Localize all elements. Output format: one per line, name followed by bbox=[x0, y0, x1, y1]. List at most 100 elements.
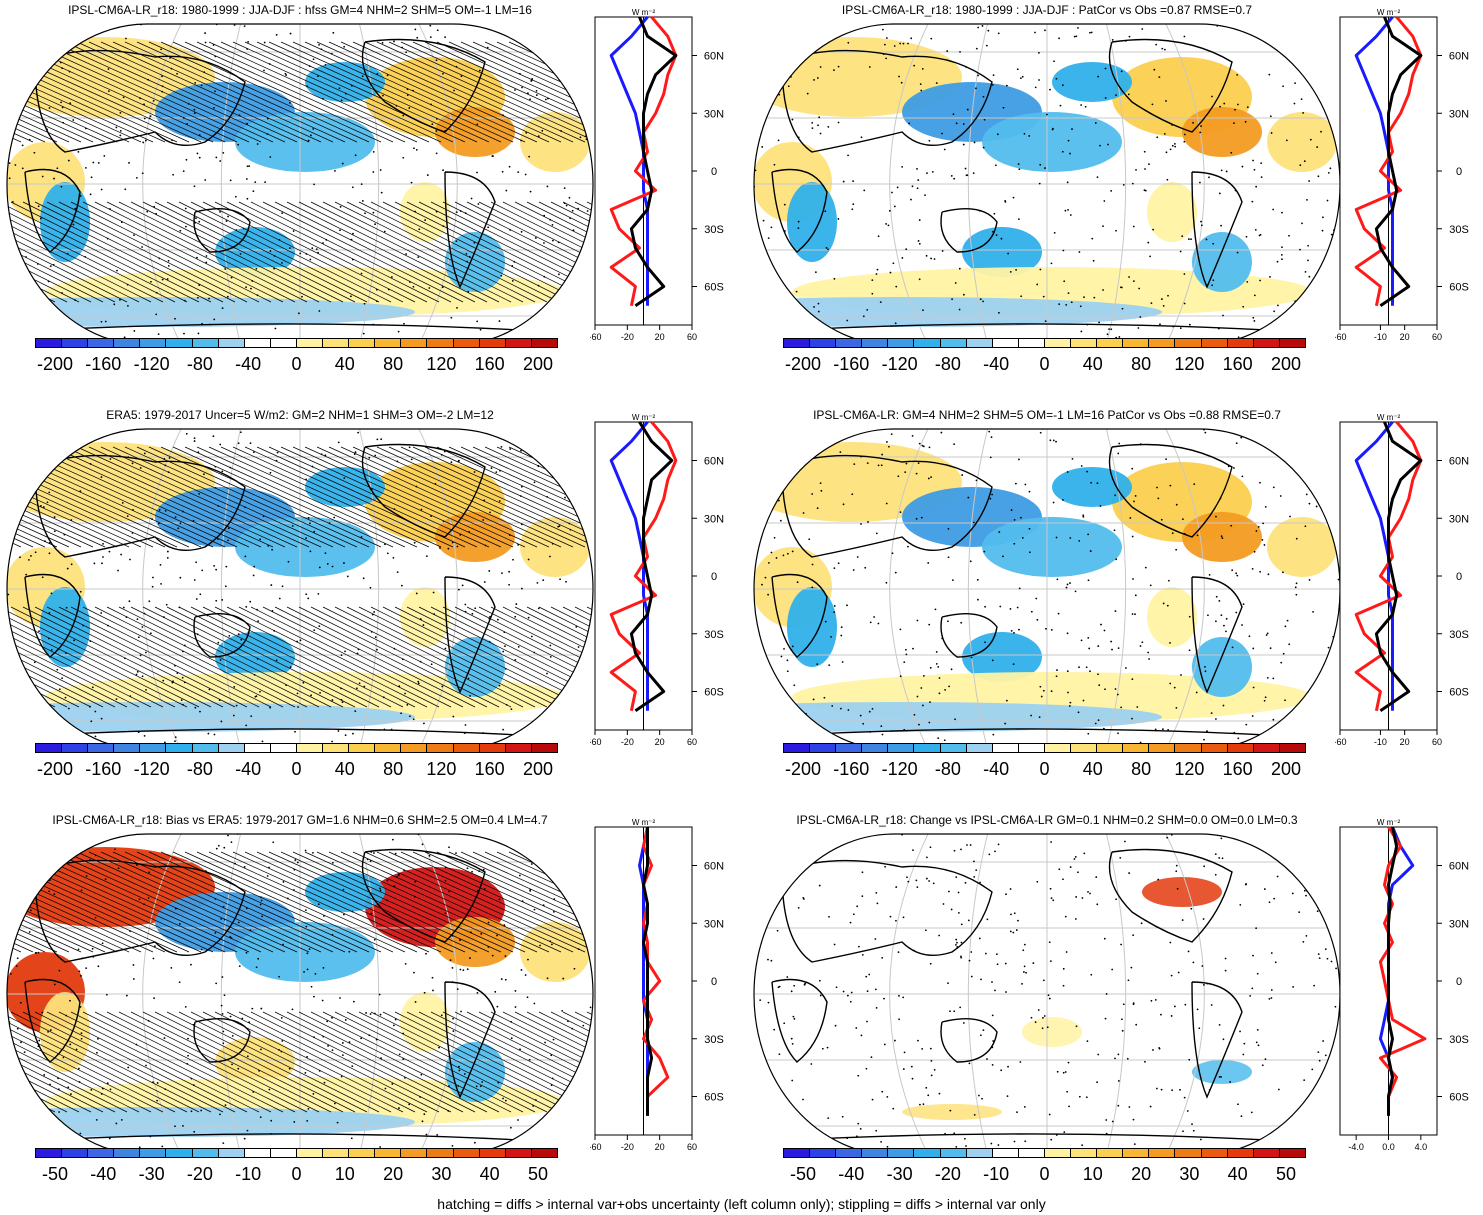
lat-tick-label: 60S bbox=[1449, 687, 1469, 699]
colorbar-tick-label: 0 bbox=[1039, 354, 1050, 374]
colorbar-labels: -200 -160 -120 -80 -40 0 40 80 120 160 200 bbox=[783, 759, 1306, 781]
colorbar-tick-label: 200 bbox=[522, 759, 554, 779]
zonal-x-tick-label: 20 bbox=[1400, 737, 1410, 747]
zonal-mean-plot: W m⁻² 60N 30N 0 30S 60S -4.0 0.0 4.0 bbox=[1339, 818, 1469, 1152]
lat-tick-label: 30N bbox=[704, 513, 724, 525]
colorbar-tick-label: -160 bbox=[833, 354, 870, 374]
colorbar-tick-label: 10 bbox=[334, 1164, 355, 1184]
colorbar-tick-label: -200 bbox=[36, 759, 74, 779]
colorbar-tick-label: 30 bbox=[1179, 1164, 1200, 1184]
zonal-mean-plot: W m⁻² 60N 30N 0 30S 60S -60 -10 20 60 bbox=[1335, 8, 1469, 342]
lat-tick-label: 60S bbox=[1449, 1092, 1469, 1104]
colorbar-tick-label: -80 bbox=[934, 354, 961, 374]
colorbar-tick-label: 120 bbox=[426, 759, 457, 779]
lat-tick-label: 60S bbox=[704, 282, 724, 294]
field-blob bbox=[982, 112, 1122, 172]
world-map bbox=[753, 428, 1341, 751]
field-blob bbox=[787, 182, 837, 262]
field-blob bbox=[445, 637, 505, 697]
colorbar-tick-label: -20 bbox=[186, 1164, 213, 1184]
field-blob bbox=[982, 517, 1122, 577]
colorbar-tick-label: 0 bbox=[1039, 759, 1050, 779]
lat-tick-label: 30S bbox=[704, 224, 724, 236]
colorbar-tick-label: -50 bbox=[789, 1164, 817, 1184]
lat-tick-label: 0 bbox=[1456, 976, 1462, 988]
colorbar bbox=[35, 1148, 558, 1158]
zonal-x-tick-label: 20 bbox=[655, 1142, 665, 1152]
colorbar-tick-label: -40 bbox=[983, 354, 1010, 374]
field-blob bbox=[962, 227, 1042, 277]
field-blob bbox=[1147, 182, 1197, 242]
colorbar-tick-label: 40 bbox=[1227, 1164, 1248, 1184]
colorbar-tick-label: -120 bbox=[133, 759, 170, 779]
colorbar-tick-label: 40 bbox=[334, 759, 355, 779]
lat-tick-label: 60N bbox=[1449, 51, 1469, 63]
colorbar-labels: -50 -40 -30 -20 -10 0 10 20 30 40 50 bbox=[783, 1164, 1306, 1186]
lat-tick-label: 30S bbox=[1449, 1034, 1469, 1046]
field-blob bbox=[235, 922, 375, 982]
field-blob bbox=[962, 632, 1042, 682]
colorbar-tick-label: -120 bbox=[133, 354, 170, 374]
colorbar-tick-label: -160 bbox=[85, 354, 122, 374]
zonal-x-tick-label: -60 bbox=[1335, 737, 1347, 747]
colorbar-tick-label: 0 bbox=[291, 354, 302, 374]
zonal-x-tick-label: 60 bbox=[687, 332, 697, 342]
lat-tick-label: 60N bbox=[1449, 456, 1469, 468]
colorbar-tick-label: 10 bbox=[1082, 1164, 1103, 1184]
lat-tick-label: 30S bbox=[1449, 629, 1469, 641]
lat-tick-label: 0 bbox=[1456, 166, 1462, 178]
lat-tick-label: 60S bbox=[1449, 282, 1469, 294]
unit-label: W m⁻² bbox=[1377, 818, 1401, 827]
field-blob bbox=[400, 992, 450, 1052]
zonal-x-tick-label: 0.0 bbox=[1382, 1142, 1395, 1152]
field-blob bbox=[400, 182, 450, 242]
colorbar-tick-label: 40 bbox=[334, 354, 355, 374]
field-blob bbox=[1267, 517, 1337, 577]
colorbar-tick-label: -40 bbox=[983, 759, 1010, 779]
colorbar bbox=[35, 743, 558, 753]
zonal-x-tick-label: -4.0 bbox=[1348, 1142, 1364, 1152]
lat-tick-label: 60N bbox=[1449, 861, 1469, 873]
field-blob bbox=[902, 1104, 1002, 1120]
zonal-x-tick-label: -60 bbox=[590, 1142, 602, 1152]
colorbar-tick-label: 50 bbox=[1275, 1164, 1297, 1184]
colorbar-tick-label: -200 bbox=[784, 759, 822, 779]
colorbar-tick-label: -30 bbox=[886, 1164, 913, 1184]
lat-tick-label: 0 bbox=[1456, 571, 1462, 583]
zonal-line-black bbox=[1374, 421, 1423, 713]
zonal-line-red bbox=[1354, 421, 1423, 712]
colorbar-tick-label: -40 bbox=[90, 1164, 117, 1184]
zonal-x-tick-label: 20 bbox=[655, 332, 665, 342]
lat-tick-label: 60N bbox=[704, 51, 724, 63]
colorbar-tick-label: 50 bbox=[527, 1164, 549, 1184]
field-blob bbox=[1182, 107, 1262, 157]
panel-title: IPSL-CM6A-LR: GM=4 NHM=2 SHM=5 OM=-1 LM=… bbox=[813, 408, 1281, 422]
field-blob bbox=[1267, 112, 1337, 172]
zonal-line-black bbox=[629, 16, 678, 308]
lat-tick-label: 0 bbox=[711, 571, 717, 583]
zonal-line-black bbox=[1374, 16, 1423, 308]
zonal-x-tick-label: -10 bbox=[1374, 737, 1387, 747]
unit-label: W m⁻² bbox=[632, 818, 656, 827]
colorbar-tick-label: 0 bbox=[291, 759, 302, 779]
colorbar-tick-label: 0 bbox=[1039, 1164, 1050, 1184]
zonal-line-black bbox=[642, 827, 654, 1116]
field-blob bbox=[445, 1042, 505, 1102]
zonal-mean-plot: W m⁻² 60N 30N 0 30S 60S -60 -10 20 60 bbox=[1335, 413, 1469, 747]
field-blob bbox=[235, 112, 375, 172]
world-map bbox=[6, 23, 594, 346]
field-blob bbox=[445, 232, 505, 292]
colorbar-tick-label: -120 bbox=[881, 759, 918, 779]
unit-label: W m⁻² bbox=[632, 8, 656, 17]
field-blob bbox=[40, 992, 90, 1072]
colorbar-tick-label: 120 bbox=[426, 354, 457, 374]
colorbar-tick-label: 20 bbox=[383, 1164, 404, 1184]
unit-label: W m⁻² bbox=[632, 413, 656, 422]
zonal-x-tick-label: -10 bbox=[1374, 332, 1387, 342]
colorbar-tick-label: -80 bbox=[186, 354, 213, 374]
zonal-mean-plot: W m⁻² 60N 30N 0 30S 60S -60 -20 20 60 bbox=[590, 818, 724, 1152]
zonal-x-tick-label: -60 bbox=[590, 332, 602, 342]
zonal-x-tick-label: 20 bbox=[655, 737, 665, 747]
panel-title: IPSL-CM6A-LR_r18: Bias vs ERA5: 1979-201… bbox=[52, 813, 548, 827]
colorbar-tick-label: 200 bbox=[1270, 759, 1302, 779]
